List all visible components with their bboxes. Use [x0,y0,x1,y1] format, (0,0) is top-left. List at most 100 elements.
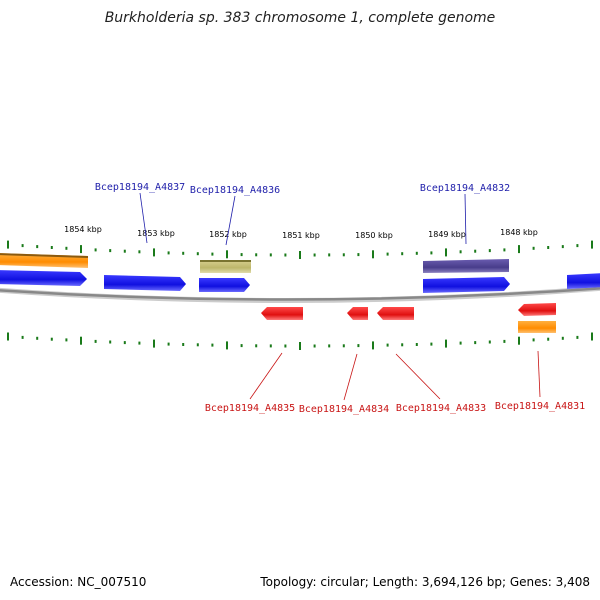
leader-line-A4831 [537,350,541,398]
lower-minor-tick [123,341,126,345]
upper-minor-tick [576,244,579,248]
upper-minor-tick [532,246,535,250]
reverse-gene-A4835 [261,307,303,320]
reverse-gene-A4833 [377,307,414,320]
gene-label-A4834: Bcep18194_A4834 [299,404,389,415]
lower-minor-tick [401,343,404,347]
upper-minor-tick [196,252,199,256]
gene-label-A4833: Bcep18194_A4833 [396,403,486,414]
upper-minor-tick [36,245,39,249]
upper-minor-tick [182,251,185,255]
upper-minor-tick [284,253,287,257]
upper-minor-tick [430,251,433,255]
accession-text: Accession: NC_007510 [10,575,146,589]
upper-minor-tick [240,253,243,257]
lower-minor-tick [196,343,199,347]
upper-minor-tick [167,251,170,255]
upper-minor-tick [65,246,68,250]
upper-minor-tick [269,253,272,257]
forward-gene-4 [423,277,510,293]
kbp-label-1853: 1853 kbp [137,229,175,238]
leader-line-A4836 [225,195,236,246]
lower-minor-tick [576,335,579,339]
upper-minor-tick [138,250,141,254]
upper-major-tick [518,245,520,254]
kbp-label-1850: 1850 kbp [355,231,393,240]
upper-minor-tick [401,252,404,256]
upper-minor-tick [503,248,506,252]
lower-minor-tick [386,343,389,347]
lower-minor-tick [503,339,506,343]
upper-minor-tick [211,252,214,256]
leader-line-A4833 [395,353,441,400]
upper-minor-tick [357,253,360,257]
lower-minor-tick [459,341,462,345]
forward-gene-3 [199,278,250,292]
lower-minor-tick [547,337,550,341]
upper-minor-tick [94,248,97,252]
lower-minor-tick [415,343,418,346]
kbp-label-group: 1854 kbp 1853 kbp 1852 kbp 1851 kbp 1850… [64,225,538,240]
lower-major-tick [299,342,301,350]
feature-track-upper [0,253,509,273]
upper-minor-tick [123,249,126,253]
gene-label-A4835: Bcep18194_A4835 [205,403,295,414]
lower-major-tick [445,339,447,348]
lower-major-tick [372,341,374,350]
forward-label-group: Bcep18194_A4837 Bcep18194_A4836 Bcep1819… [95,182,510,246]
lower-minor-tick [284,344,287,348]
lower-minor-tick [313,344,316,348]
chromosome-backbone [0,287,600,301]
forward-gene-2 [104,275,186,291]
forward-gene-track [0,270,600,293]
lower-minor-tick [211,343,214,347]
lower-minor-tick [269,344,272,348]
upper-minor-tick [50,246,53,249]
upper-tick-row [7,240,593,259]
upper-minor-tick [474,249,477,253]
forward-gene-1 [0,270,87,286]
leader-line-A4837 [139,192,148,244]
lower-major-tick [80,336,82,345]
upper-major-tick [445,248,447,257]
lower-minor-tick [240,344,243,348]
upper-major-tick [372,250,374,259]
lower-minor-tick [182,343,185,346]
lower-minor-tick [532,338,535,342]
lower-minor-tick [357,344,360,348]
lower-minor-tick [50,337,53,341]
upper-minor-tick [21,244,24,248]
gene-label-A4831: Bcep18194_A4831 [495,401,585,412]
orange-feature-left-edge [0,253,88,258]
reverse-gene-A4834 [347,307,368,320]
lower-major-tick [591,332,593,341]
lower-major-tick [518,336,520,345]
gene-label-A4837: Bcep18194_A4837 [95,182,185,193]
lower-minor-tick [167,342,170,346]
olive-feature-edge [200,260,251,262]
upper-major-tick [7,240,9,249]
upper-major-tick [226,250,228,259]
lower-minor-tick [21,335,24,339]
upper-major-tick [591,240,593,249]
map-title: Burkholderia sp. 383 chromosome 1, compl… [105,10,496,26]
upper-major-tick [299,251,301,259]
leader-line-A4835 [249,352,283,400]
lower-minor-tick [561,336,564,340]
lower-major-tick [153,339,155,348]
lower-minor-tick [36,336,39,340]
kbp-label-1851: 1851 kbp [282,231,320,240]
genome-summary-text: Topology: circular; Length: 3,694,126 bp… [259,575,590,589]
gene-label-A4832: Bcep18194_A4832 [420,183,510,194]
lower-minor-tick [328,344,331,348]
upper-minor-tick [459,250,462,254]
orange-feature-right [518,321,556,333]
gene-label-A4836: Bcep18194_A4836 [190,185,280,196]
reverse-gene-track [261,303,556,333]
lower-minor-tick [94,339,97,343]
lower-minor-tick [342,344,345,348]
reverse-gene-A4831 [518,303,556,316]
upper-minor-tick [255,253,258,257]
navy-feature [423,259,509,273]
upper-major-tick [80,245,82,254]
